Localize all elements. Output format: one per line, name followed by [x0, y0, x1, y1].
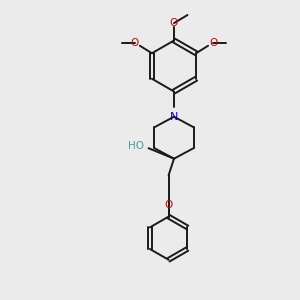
Text: N: N	[170, 112, 178, 122]
Text: O: O	[209, 38, 217, 48]
Text: O: O	[164, 200, 173, 210]
Text: O: O	[131, 38, 139, 48]
Text: O: O	[170, 18, 178, 28]
Text: HO: HO	[128, 141, 144, 151]
